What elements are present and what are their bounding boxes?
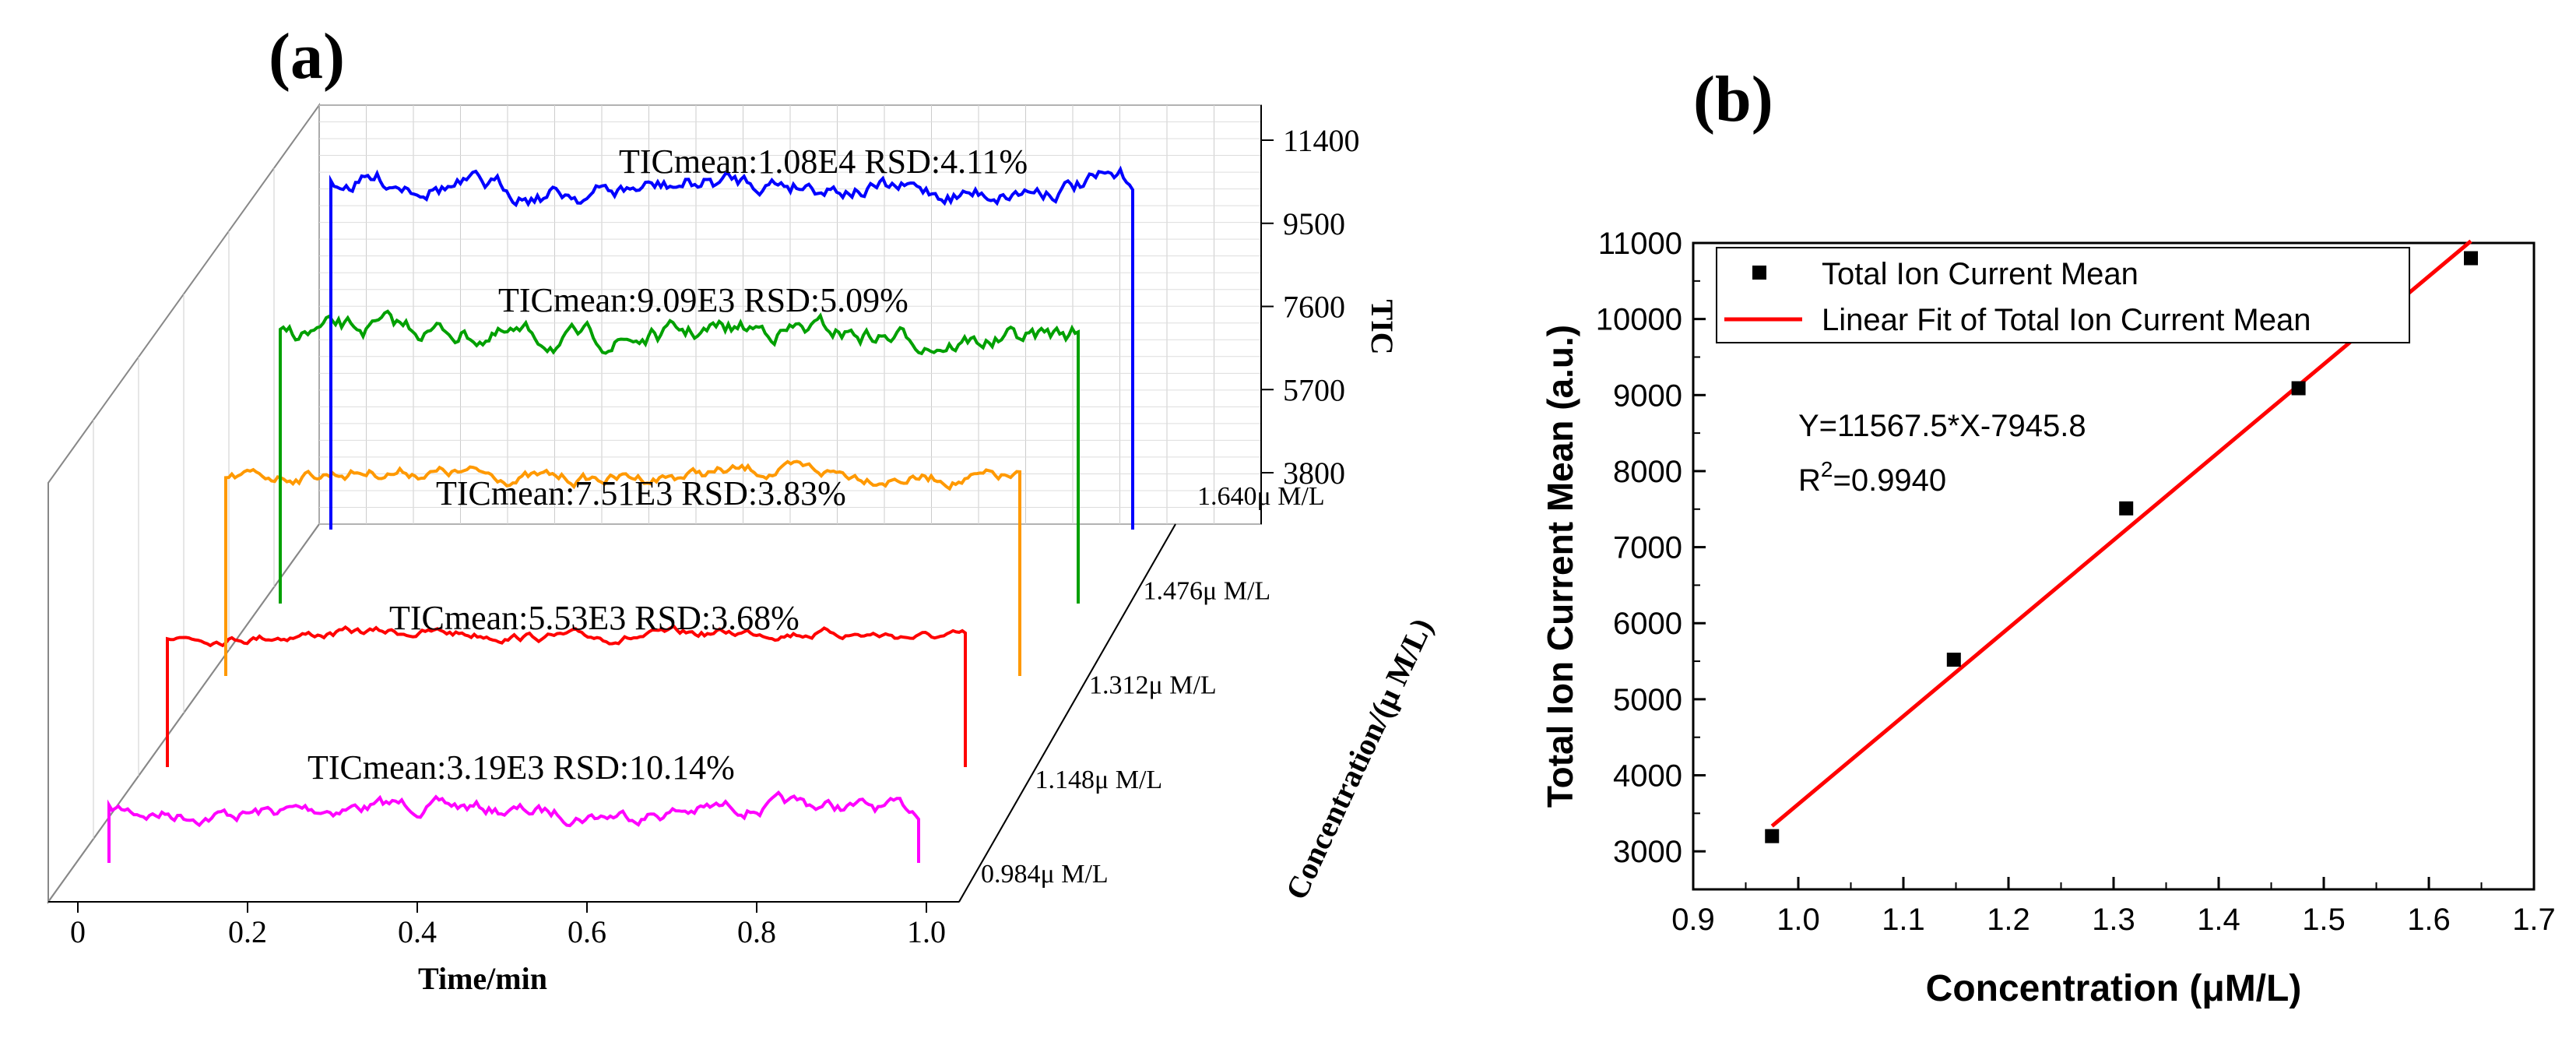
x-tick-label: 0.9 <box>1671 903 1715 937</box>
y-tick-label: 7600 <box>1283 290 1345 325</box>
y-tick-label: 6000 <box>1613 607 1682 641</box>
legend-item-fit: Linear Fit of Total Ion Current Mean <box>1822 303 2311 337</box>
panel-b: (b) 0.9 1.0 1.1 1.2 1.3 1.4 1.5 1.6 1.7 3000 4000 5… <box>1540 63 2556 1009</box>
legend-marker-points <box>1752 266 1766 280</box>
series-annotation: TICmean:7.51E3 RSD:3.83% <box>436 474 846 512</box>
y-tick-label: 7000 <box>1613 531 1682 565</box>
legend: Total Ion Current Mean Linear Fit of Tot… <box>1716 247 2410 343</box>
legend-box <box>1716 247 2410 343</box>
y-tick-label: 3800 <box>1283 456 1345 491</box>
x-tick-label: 1.0 <box>907 914 946 949</box>
y-tick-label: 4000 <box>1613 759 1682 794</box>
x-ticks: 0 0.2 0.4 0.6 0.8 1.0 <box>70 902 946 949</box>
plot-floor <box>47 523 1177 903</box>
waterfall-series <box>107 165 1134 863</box>
y-ticks: 3800 5700 7600 9500 11400 <box>1261 123 1360 491</box>
x-tick-label: 1.6 <box>2407 903 2451 937</box>
x-tick-label: 1.2 <box>1987 903 2030 937</box>
z-tick-label: 1.640μ M/L <box>1197 482 1325 511</box>
x-axis-title: Concentration (μM/L) <box>1926 968 2302 1009</box>
series-annotations: TICmean:3.19E3 RSD:10.14% TICmean:5.53E3 … <box>308 143 1028 787</box>
y-tick-label: 5700 <box>1283 372 1345 407</box>
data-point <box>2291 381 2306 396</box>
z-ticks: 0.984μ M/L 1.148μ M/L 1.312μ M/L 1.476μ M/L… <box>981 482 1325 889</box>
r-squared-value: =0.9940 <box>1833 463 1946 498</box>
z-tick-label: 1.148μ M/L <box>1035 766 1163 794</box>
y-tick-label: 3000 <box>1613 835 1682 869</box>
back-wall-grid <box>93 104 1262 840</box>
r-squared: R2=0.9940 <box>1798 457 1946 498</box>
axes: 0.9 1.0 1.1 1.2 1.3 1.4 1.5 1.6 1.7 3000 4000 5000 6… <box>1596 227 2556 937</box>
x-tick-label: 1.5 <box>2302 903 2346 937</box>
panel-a-label: (a) <box>269 20 345 93</box>
series-annotation: TICmean:3.19E3 RSD:10.14% <box>308 748 735 787</box>
x-tick-label: 0.8 <box>737 914 776 949</box>
series-trace-2 <box>166 624 967 767</box>
x-tick-label: 1.7 <box>2512 903 2556 937</box>
r-squared-prefix: R <box>1798 463 1821 498</box>
x-tick-label: 0.4 <box>398 914 437 949</box>
series-trace-4 <box>279 309 1080 604</box>
fit-equation: Y=11567.5*X-7945.8 <box>1798 409 2086 443</box>
series-trace-5 <box>329 165 1134 530</box>
z-tick-label: 0.984μ M/L <box>981 860 1109 889</box>
series-annotation: TICmean:5.53E3 RSD:3.68% <box>389 599 800 637</box>
data-point <box>2119 501 2134 516</box>
z-axis-line <box>958 523 1176 903</box>
x-tick-label: 1.3 <box>2092 903 2135 937</box>
data-point <box>1765 829 1780 843</box>
y-tick-label: 11000 <box>1598 227 1682 261</box>
x-tick-label: 0.6 <box>568 914 606 949</box>
y-axis-title: Total Ion Current Mean (a.u.) <box>1540 325 1580 808</box>
x-tick-label: 0 <box>70 914 86 949</box>
series-trace-1 <box>107 790 920 863</box>
series-annotation: TICmean:9.09E3 RSD:5.09% <box>498 281 908 319</box>
data-point <box>2464 251 2478 266</box>
y-tick-label: 9000 <box>1613 378 1682 413</box>
panel-a: (a) TICmean:3.19E3 RSD:10.14% TICmean:5.5… <box>47 20 1439 996</box>
x-tick-label: 1.4 <box>2197 903 2240 937</box>
r-squared-sup: 2 <box>1821 457 1833 481</box>
data-point <box>1946 653 1961 667</box>
x-axis-title: Time/min <box>418 961 547 996</box>
x-tick-label: 1.0 <box>1776 903 1820 937</box>
series-trace-3 <box>224 459 1021 676</box>
z-tick-label: 1.476μ M/L <box>1144 576 1271 605</box>
y-axis-title: TIC <box>1365 299 1400 354</box>
panel-b-label: (b) <box>1693 63 1773 136</box>
series-annotation: TICmean:1.08E4 RSD:4.11% <box>619 143 1028 181</box>
y-tick-label: 5000 <box>1613 683 1682 717</box>
legend-item-points: Total Ion Current Mean <box>1822 257 2138 291</box>
y-tick-label: 9500 <box>1283 206 1345 241</box>
y-tick-label: 8000 <box>1613 455 1682 489</box>
z-tick-label: 1.312μ M/L <box>1089 671 1217 700</box>
z-axis-title: Concentration/(μ M/L) <box>1278 613 1439 905</box>
y-tick-label: 11400 <box>1283 123 1360 158</box>
y-tick-label: 10000 <box>1596 303 1682 337</box>
x-tick-label: 1.1 <box>1882 903 1925 937</box>
x-tick-label: 0.2 <box>228 914 267 949</box>
